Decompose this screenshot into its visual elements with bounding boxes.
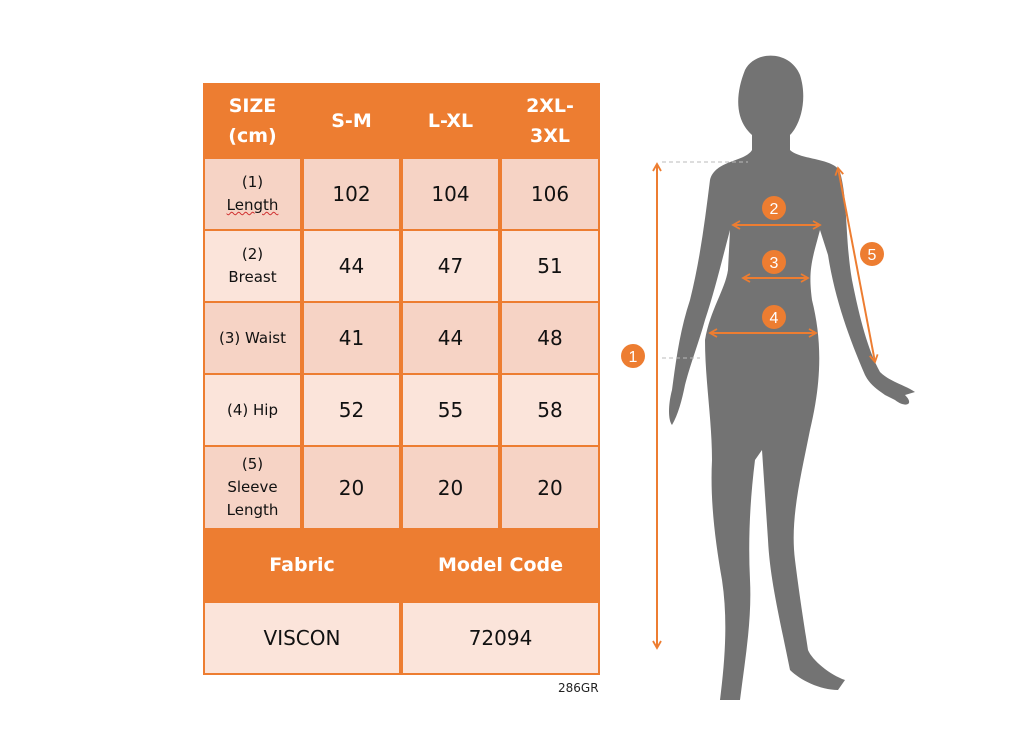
row-label-text: (1): [241, 173, 264, 191]
size-value: 106: [530, 182, 570, 206]
marker-4: 4: [762, 305, 786, 329]
header-label: S-M: [331, 109, 372, 132]
size-value: 52: [338, 398, 365, 422]
header-2xl-3xl: 2XL- 3XL: [500, 83, 600, 158]
size-value: 102: [332, 182, 371, 206]
size-value-cell: 20: [304, 447, 399, 528]
size-value-cell: 106: [502, 159, 598, 229]
row-label: (4) Hip: [205, 375, 300, 445]
size-value-cell: 47: [403, 231, 498, 301]
header-l-xl: L-XL: [401, 83, 500, 158]
row-label-text: (4) Hip: [227, 400, 278, 419]
fabric-header: Fabric: [203, 528, 401, 602]
size-value-cell: 55: [403, 375, 498, 445]
row-label-text: (2): [241, 245, 264, 263]
product-code: 286GR: [558, 681, 599, 695]
size-value-cell: 104: [403, 159, 498, 229]
size-value: 58: [537, 398, 563, 422]
row-label: (2) Breast: [205, 231, 300, 301]
size-value: 48: [537, 326, 563, 350]
size-value-cell: 102: [304, 159, 399, 229]
size-value: 51: [537, 254, 563, 278]
size-value: 20: [338, 475, 365, 500]
size-value-cell: 44: [304, 231, 399, 301]
marker-number: 1: [629, 349, 638, 366]
size-value-cell: 51: [502, 231, 598, 301]
row-label: (5) Sleeve Length: [205, 447, 300, 528]
size-value-cell: 48: [502, 303, 598, 373]
row-label: (1) Length: [205, 159, 300, 229]
marker-circle: [621, 344, 645, 368]
marker-number: 5: [868, 247, 877, 264]
size-value-cell: 52: [304, 375, 399, 445]
header-label: L-XL: [427, 109, 474, 132]
row-label-text: Length: [226, 196, 279, 214]
fabric-text: VISCON: [263, 626, 341, 650]
size-value-cell: 58: [502, 375, 598, 445]
marker-1: 1: [621, 344, 645, 368]
model-code-value: 72094: [403, 603, 598, 673]
size-value: 47: [437, 254, 464, 278]
model-code-header: Model Code: [401, 528, 600, 602]
size-value: 20: [437, 475, 464, 500]
model-code-text: 72094: [468, 626, 533, 650]
size-value: 44: [437, 326, 464, 350]
row-label-text: (5): [241, 455, 264, 473]
header-label: 2XL-: [526, 94, 574, 117]
marker-5: 5: [860, 242, 884, 266]
fabric-value: VISCON: [205, 603, 399, 673]
model-code-label: Model Code: [437, 554, 564, 576]
size-chart-table: SIZE (cm) S-M L-XL 2XL- 3XL (1) Length 102…: [203, 83, 600, 675]
row-label-text: Length: [226, 501, 279, 519]
silhouette: [669, 55, 915, 700]
marker-circle: [762, 305, 786, 329]
header-s-m: S-M: [302, 83, 401, 158]
size-value: 55: [437, 398, 464, 422]
size-value: 44: [338, 254, 365, 278]
size-value: 41: [338, 326, 365, 350]
marker-2: 2: [762, 196, 786, 220]
size-value-cell: 20: [502, 447, 598, 528]
marker-number: 2: [770, 201, 779, 218]
size-value: 104: [431, 182, 470, 206]
fabric-label: Fabric: [269, 554, 335, 576]
sleeve-arrow: [834, 166, 879, 364]
header-size: SIZE (cm): [203, 83, 302, 158]
row-label-text: Sleeve: [227, 478, 278, 496]
size-value-cell: 41: [304, 303, 399, 373]
header-label: 3XL: [530, 124, 570, 147]
header-size-line2: (cm): [228, 124, 277, 147]
marker-circle: [762, 250, 786, 274]
marker-number: 3: [770, 255, 779, 272]
header-size-line1: SIZE: [228, 94, 277, 117]
size-value: 20: [537, 475, 563, 500]
row-label-text: (3) Waist: [219, 328, 286, 347]
marker-circle: [762, 196, 786, 220]
marker-3: 3: [762, 250, 786, 274]
marker-circle: [860, 242, 884, 266]
size-value-cell: 44: [403, 303, 498, 373]
marker-number: 4: [770, 310, 779, 327]
row-label-text: Breast: [228, 268, 277, 286]
row-label: (3) Waist: [205, 303, 300, 373]
size-value-cell: 20: [403, 447, 498, 528]
